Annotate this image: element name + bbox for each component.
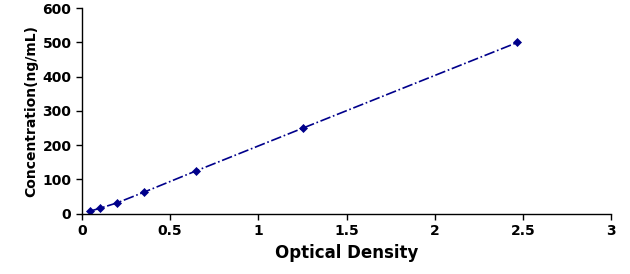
X-axis label: Optical Density: Optical Density [275, 244, 418, 262]
Y-axis label: Concentration(ng/mL): Concentration(ng/mL) [25, 25, 38, 197]
